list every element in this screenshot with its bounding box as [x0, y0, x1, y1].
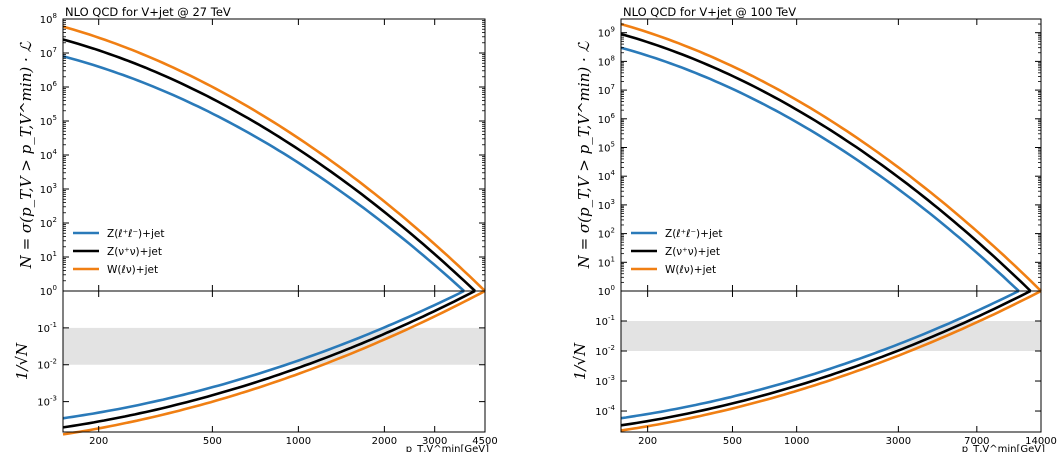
- y-tick-label: 103: [598, 198, 615, 212]
- ratio-y-tick-label: 10-3: [37, 395, 57, 409]
- x-tick-label: 1000: [784, 436, 809, 447]
- ratio-y-tick-label: 10-1: [37, 321, 57, 335]
- legend-label-3: W(ℓν)+jet: [107, 264, 158, 276]
- chart-panel-1: NLO QCD for V+jet @ 27 TeV 100 101 102 103 10…: [13, 5, 498, 452]
- ratio-band: [621, 321, 1041, 352]
- y-tick-label: 104: [598, 169, 616, 183]
- legend-label-2: Z(ν⁺ν)+jet: [107, 246, 162, 258]
- ratio-plot-frame: [620, 290, 1042, 433]
- legend-label-2: Z(ν⁺ν)+jet: [665, 246, 720, 258]
- y-tick-label: 102: [40, 216, 57, 230]
- x-tick-label: 1000: [286, 436, 311, 447]
- y-tick-label: 101: [598, 255, 615, 269]
- y-tick-label: 100: [598, 284, 615, 298]
- y-axis-label: N = σ(p_T,V > p_T,V^min) · ℒ: [17, 40, 35, 269]
- y-tick-label: 109: [598, 26, 615, 40]
- x-tick-label: 2000: [372, 436, 397, 447]
- x-tick-label: 3000: [422, 436, 447, 447]
- ratio-y-tick-label: 10-1: [595, 314, 615, 328]
- x-tick-label: 7000: [964, 436, 989, 447]
- ratio-y-tick-label: 10-2: [595, 344, 615, 358]
- series-line-1: [62, 55, 465, 292]
- y-tick-label: 106: [40, 80, 58, 94]
- x-axis-label: p_T,V^min[GeV]: [962, 444, 1045, 452]
- x-tick-label: 500: [203, 436, 222, 447]
- y-tick-label: 107: [40, 46, 57, 60]
- x-tick-label: 3000: [886, 436, 911, 447]
- ratio-y-tick-label: 10-4: [595, 404, 615, 418]
- chart-title: NLO QCD for V+jet @ 27 TeV: [65, 5, 231, 19]
- y-axis-label: N = σ(p_T,V > p_T,V^min) · ℒ: [575, 40, 593, 269]
- legend-label-1: Z(ℓ⁺ℓ⁻)+jet: [665, 228, 722, 240]
- ratio-plot-frame: [62, 290, 486, 433]
- series-line-3: [62, 25, 486, 292]
- chart-panel-2: NLO QCD for V+jet @ 100 TeV 100 101 102 103 1…: [571, 5, 1057, 452]
- y-tick-label: 107: [598, 83, 615, 97]
- legend-label-1: Z(ℓ⁺ℓ⁻)+jet: [107, 228, 164, 240]
- x-tick-label: 200: [638, 436, 657, 447]
- y-tick-label: 104: [40, 148, 58, 162]
- series-line-2: [62, 38, 476, 292]
- ratio-line-1: [62, 289, 465, 420]
- ratio-line-3: [620, 289, 1042, 432]
- x-tick-label: 500: [723, 436, 742, 447]
- ratio-y-axis-label: 1/√N: [13, 342, 31, 380]
- x-tick-label: 14000: [1025, 436, 1057, 447]
- x-tick-label: 200: [89, 436, 108, 447]
- legend-label-3: W(ℓν)+jet: [665, 264, 716, 276]
- ratio-band: [63, 327, 485, 365]
- y-tick-label: 103: [40, 182, 57, 196]
- y-tick-label: 105: [40, 114, 57, 128]
- x-axis-label: p_T,V^min[GeV]: [406, 444, 489, 452]
- ratio-line-2: [620, 289, 1032, 427]
- ratio-line-1: [620, 289, 1020, 420]
- ratio-y-tick-label: 10-3: [595, 374, 615, 388]
- y-tick-label: 101: [40, 250, 57, 264]
- y-tick-label: 100: [40, 284, 57, 298]
- y-tick-label: 102: [598, 227, 615, 241]
- ratio-line-2: [62, 289, 476, 429]
- y-tick-label: 108: [40, 12, 57, 26]
- series-line-2: [620, 32, 1032, 292]
- chart-title: NLO QCD for V+jet @ 100 TeV: [623, 5, 796, 19]
- y-tick-label: 108: [598, 54, 615, 68]
- ratio-y-axis-label: 1/√N: [571, 342, 589, 380]
- x-tick-label: 4500: [472, 436, 497, 447]
- series-line-3: [620, 22, 1042, 292]
- ratio-line-3: [62, 289, 486, 436]
- series-line-1: [620, 46, 1020, 292]
- y-tick-label: 105: [598, 140, 615, 154]
- y-tick-label: 106: [598, 112, 616, 126]
- ratio-y-tick-label: 10-2: [37, 358, 57, 372]
